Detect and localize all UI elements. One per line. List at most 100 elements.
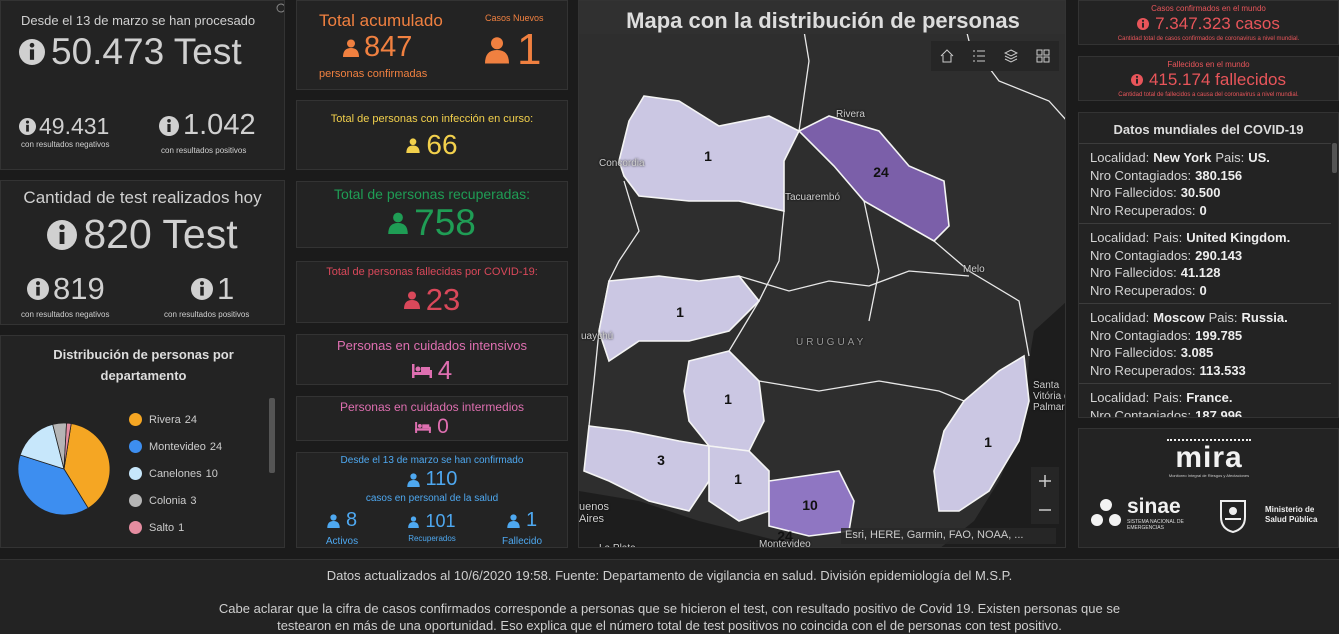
entry-line: Nro Fallecidos: 30.500 [1090, 184, 1320, 202]
entry-line: Localidad: Pais: France. [1090, 389, 1320, 407]
district-count: 1 [734, 471, 742, 487]
panel-title: Personas en cuidados intensivos [336, 338, 528, 353]
district [598, 275, 761, 363]
total-row: 50.473 Test [19, 31, 242, 73]
staff-active-label: Activos [325, 536, 359, 547]
legend-swatch [129, 440, 142, 453]
layers-button[interactable] [995, 41, 1027, 71]
staff-recovered-value: 101 [425, 511, 456, 531]
active-panel: Total de personas con infección en curso… [296, 100, 568, 170]
legend-item: Colonia 3 [129, 487, 264, 514]
place-label: uaychú [581, 331, 614, 342]
entry-line: Nro Fallecidos: 41.128 [1090, 264, 1320, 282]
person-icon [343, 39, 359, 57]
entry-label: Localidad: [1090, 310, 1150, 325]
entry-line: Nro Recuperados: 0 [1090, 282, 1320, 300]
home-button[interactable] [931, 41, 963, 71]
location-entry: Localidad: Pais: United Kingdom. Nro Contag… [1079, 224, 1331, 304]
legend-value: 24 [209, 440, 223, 453]
entry-label: Nro Fallecidos: [1090, 265, 1177, 280]
scrollbar[interactable] [269, 398, 275, 473]
legend-swatch [129, 467, 142, 480]
place-label: Santa Vitória do Palmar [1033, 380, 1065, 413]
district [797, 115, 950, 242]
entry-label: Nro Contagiados: [1090, 407, 1192, 418]
footer: Datos actualizados al 10/6/2020 19:58. F… [0, 559, 1339, 634]
cumulative-panel: Total acumulado 847 personas confirmadas… [296, 0, 568, 90]
new-value: 1 [517, 25, 542, 74]
cumulative-value: 847 [364, 31, 413, 63]
scrollbar[interactable] [1332, 143, 1337, 173]
entry-line: Localidad: New York Pais: US. [1090, 149, 1320, 167]
place-label: uenos Aires [579, 501, 609, 525]
staff-recovered-label: Recuperados [408, 534, 456, 543]
info-icon [47, 219, 78, 250]
district-count: 1 [984, 434, 992, 450]
entry-label: Nro Fallecidos: [1090, 345, 1177, 360]
staff-deceased-label: Fallecido [501, 536, 543, 547]
legend-label: Salto [149, 521, 175, 534]
info-icon [191, 278, 213, 300]
entry-line: Nro Contagiados: 199.785 [1090, 327, 1320, 345]
legend-button[interactable] [963, 41, 995, 71]
staff-deceased-row: 1 [487, 509, 557, 532]
panel-title: Total acumulado [319, 11, 443, 30]
map[interactable]: 1 24 1 1 3 1 10 24 1 [579, 1, 1066, 548]
world-list[interactable]: Localidad: New York Pais: US. Nro Contagiado… [1079, 143, 1331, 417]
intermediate-row: 0 [297, 415, 567, 439]
deceased-value: 23 [425, 282, 461, 317]
entry-label: Nro Recuperados: [1090, 362, 1196, 378]
entry-label: Nro Fallecidos: [1090, 185, 1177, 200]
panel-icon [276, 3, 284, 13]
entry-label: Nro Recuperados: [1090, 282, 1196, 298]
entry-value: 113.533 [1199, 362, 1246, 378]
place-label: Concordia [599, 158, 645, 169]
map-title: Mapa con la distribución de personas [579, 1, 1065, 34]
legend-value: 1 [178, 521, 185, 534]
place-label: Melo [963, 264, 985, 275]
map-toolbar [931, 41, 1059, 71]
entry-label: Nro Contagiados: [1090, 247, 1192, 263]
bed-icon [415, 421, 432, 433]
entry-line: Localidad: Moscow Pais: Russia. [1090, 309, 1320, 327]
logos-panel: mira Monitoreo Integral de Riesgos y Afe… [1078, 428, 1339, 548]
info-icon [19, 39, 45, 65]
panel-title: Casos confirmados en el mundo [1151, 4, 1266, 13]
test-today-panel: Cantidad de test realizados hoy 820 Test… [0, 180, 285, 325]
place-label: Tacuarembó [785, 192, 841, 203]
entry-value: Russia. [1241, 310, 1288, 325]
place-label: Montevideo [759, 539, 811, 548]
new-title: Casos Nuevos [485, 13, 544, 23]
entry-value: Moscow [1153, 310, 1205, 325]
positive-label: con resultados positivos [164, 310, 250, 319]
panel-title: Total de personas con infección en curso… [330, 113, 534, 125]
entry-label: Localidad: [1090, 390, 1150, 405]
test-total-panel: Desde el 13 de marzo se han procesado 50… [0, 0, 285, 170]
panel-title: Desde el 13 de marzo se han confirmado [340, 455, 524, 466]
world-list-panel: Datos mundiales del COVID-19 Localidad: N… [1078, 112, 1339, 418]
entry-label: Localidad: [1090, 230, 1150, 245]
panel-title: Personas en cuidados intermedios [339, 400, 525, 414]
zoom-in[interactable] [1031, 467, 1059, 495]
home-icon [940, 49, 954, 63]
panel-title: Datos mundiales del COVID-19 [1113, 122, 1304, 137]
entry-line: Nro Contagiados: 380.156 [1090, 167, 1320, 185]
minus-icon [1039, 509, 1051, 511]
positive-value: 1 [217, 271, 235, 306]
deaths-note: Cantidad total de fallecidos a causa del… [1118, 92, 1299, 98]
staff-total-value: 110 [425, 468, 458, 490]
footer-note: Cabe aclarar que la cifra de casos confi… [218, 601, 1121, 633]
legend-item: Montevideo 24 [129, 433, 264, 460]
info-icon [1137, 18, 1150, 30]
negative-label: con resultados negativos [21, 310, 110, 319]
zoom-out[interactable] [1031, 496, 1059, 524]
cumulative-row: 847 [343, 31, 412, 64]
entry-label: Nro Recuperados: [1090, 202, 1196, 218]
legend-item: Rivera 24 [129, 406, 264, 433]
entry-label: Nro Contagiados: [1090, 167, 1192, 183]
sinae-text: sinae [1127, 495, 1181, 518]
entry-label: Nro Contagiados: [1090, 327, 1192, 343]
basemap-button[interactable] [1027, 41, 1059, 71]
person-icon [327, 513, 340, 528]
